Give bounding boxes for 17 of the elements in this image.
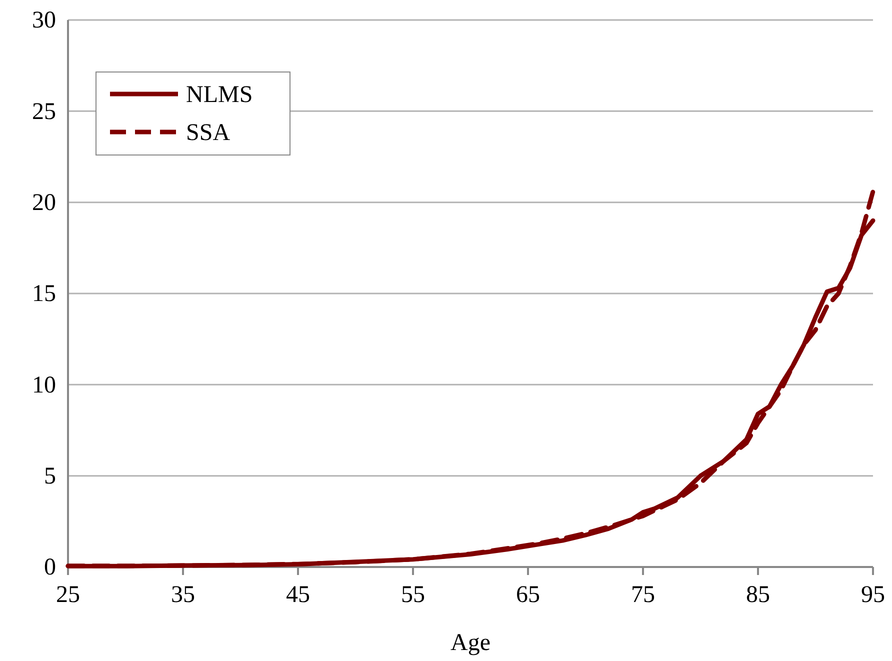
legend-label: NLMS [186, 82, 253, 108]
y-tick-label: 5 [44, 464, 56, 490]
x-tick-label: 75 [631, 582, 655, 608]
y-tick-label: 0 [44, 554, 56, 581]
y-tick-label: 20 [32, 190, 56, 216]
x-tick-label: 95 [861, 582, 885, 608]
y-tick-label: 10 [32, 372, 56, 398]
legend-label: SSA [186, 120, 231, 146]
y-tick-label: 30 [32, 8, 56, 34]
y-tick-label: 25 [32, 98, 56, 125]
x-tick-label: 55 [401, 582, 425, 608]
x-tick-label: 65 [516, 582, 540, 608]
x-tick-label: 45 [286, 582, 310, 608]
x-tick-label: 35 [171, 582, 195, 608]
y-tick-label: 15 [32, 281, 56, 308]
x-axis-title: Age [450, 630, 490, 656]
x-tick-label: 85 [746, 582, 770, 608]
